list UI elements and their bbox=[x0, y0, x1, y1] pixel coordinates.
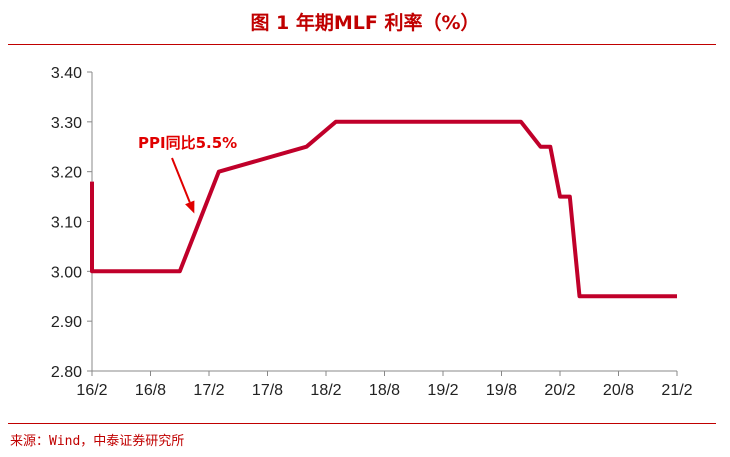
annotation-arrowhead bbox=[185, 200, 195, 214]
annotation-arrow bbox=[171, 157, 191, 203]
y-tick-label: 3.20 bbox=[51, 165, 82, 182]
y-tick-label: 2.90 bbox=[51, 314, 82, 331]
y-tick-label: 2.80 bbox=[51, 364, 82, 381]
x-tick-label: 18/2 bbox=[310, 382, 341, 399]
x-tick-label: 20/8 bbox=[603, 382, 634, 399]
x-tick-label: 20/2 bbox=[544, 382, 575, 399]
x-tick-label: 16/8 bbox=[135, 382, 166, 399]
x-tick-label: 19/2 bbox=[427, 382, 458, 399]
y-tick-label: 3.30 bbox=[51, 115, 82, 132]
y-tick-label: 3.00 bbox=[51, 264, 82, 281]
chart-title: 图 1 年期MLF 利率（%） bbox=[250, 12, 480, 34]
annotation-label: PPI同比5.5% bbox=[138, 134, 237, 152]
x-tick-labels: 16/2 16/8 17/2 17/8 18/2 18/8 19/2 19/8 20/2 20/8… bbox=[76, 371, 693, 399]
footer-divider bbox=[8, 423, 716, 424]
y-tick-label: 3.40 bbox=[51, 65, 82, 82]
x-tick-label: 17/2 bbox=[193, 382, 224, 399]
y-tick-labels: 3.40 3.30 3.20 3.10 3.00 2.90 2.80 bbox=[51, 65, 92, 381]
mlf-rate-line bbox=[90, 119, 677, 299]
x-tick-label: 19/8 bbox=[486, 382, 517, 399]
mlf-rate-chart: 3.40 3.30 3.20 3.10 3.00 2.90 2.80 16/2 16/8 17/… bbox=[51, 65, 693, 399]
title-divider bbox=[8, 44, 716, 45]
y-tick-label: 3.10 bbox=[51, 215, 82, 232]
x-tick-label: 16/2 bbox=[76, 382, 107, 399]
source-note: 来源：Wind，中泰证券研究所 bbox=[10, 434, 185, 449]
x-tick-label: 17/8 bbox=[252, 382, 283, 399]
x-tick-label: 18/8 bbox=[369, 382, 400, 399]
x-tick-label: 21/2 bbox=[661, 382, 692, 399]
